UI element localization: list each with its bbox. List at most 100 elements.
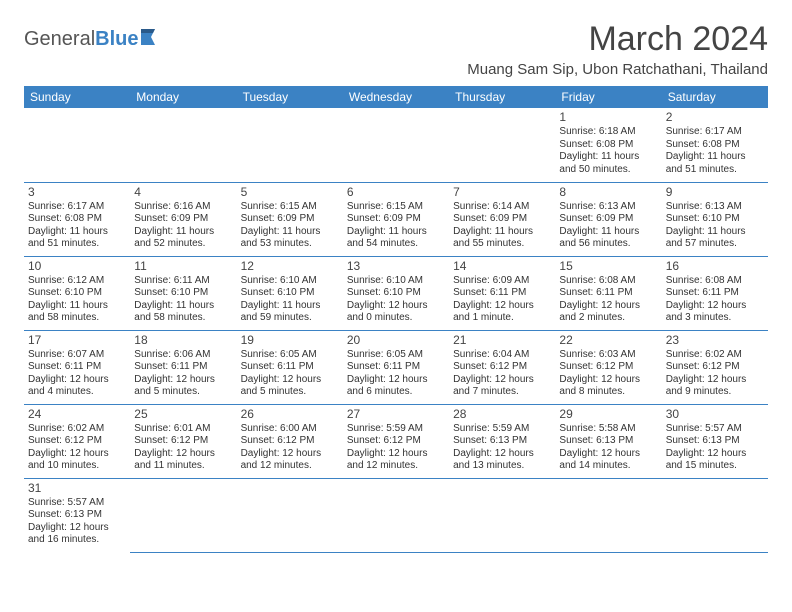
- calendar-week: 3Sunrise: 6:17 AMSunset: 6:08 PMDaylight…: [24, 182, 768, 256]
- day-number: 2: [666, 110, 764, 125]
- day-number: 4: [134, 185, 232, 200]
- sunset-line: Sunset: 6:13 PM: [559, 435, 657, 448]
- calendar-day-empty: [449, 478, 555, 552]
- sunrise-line: Sunrise: 5:59 AM: [347, 423, 445, 436]
- sunset-line: Sunset: 6:09 PM: [559, 213, 657, 226]
- location: Muang Sam Sip, Ubon Ratchathani, Thailan…: [467, 61, 768, 78]
- daylight-line: Daylight: 12 hours and 6 minutes.: [347, 374, 445, 399]
- day-number: 21: [453, 333, 551, 348]
- daylight-line: Daylight: 12 hours and 12 minutes.: [241, 448, 339, 473]
- sunset-line: Sunset: 6:12 PM: [134, 435, 232, 448]
- day-number: 3: [28, 185, 126, 200]
- sunrise-line: Sunrise: 6:04 AM: [453, 349, 551, 362]
- calendar-day: 19Sunrise: 6:05 AMSunset: 6:11 PMDayligh…: [237, 330, 343, 404]
- day-number: 29: [559, 407, 657, 422]
- daylight-line: Daylight: 11 hours and 55 minutes.: [453, 226, 551, 251]
- month-title: March 2024: [467, 20, 768, 59]
- sunset-line: Sunset: 6:12 PM: [241, 435, 339, 448]
- daylight-line: Daylight: 12 hours and 16 minutes.: [28, 522, 126, 547]
- sunset-line: Sunset: 6:11 PM: [28, 361, 126, 374]
- calendar-day: 4Sunrise: 6:16 AMSunset: 6:09 PMDaylight…: [130, 182, 236, 256]
- daylight-line: Daylight: 12 hours and 15 minutes.: [666, 448, 764, 473]
- day-number: 7: [453, 185, 551, 200]
- calendar-week: 31Sunrise: 5:57 AMSunset: 6:13 PMDayligh…: [24, 478, 768, 552]
- sunrise-line: Sunrise: 6:10 AM: [241, 275, 339, 288]
- sunset-line: Sunset: 6:11 PM: [347, 361, 445, 374]
- calendar-day: 12Sunrise: 6:10 AMSunset: 6:10 PMDayligh…: [237, 256, 343, 330]
- day-number: 13: [347, 259, 445, 274]
- daylight-line: Daylight: 12 hours and 4 minutes.: [28, 374, 126, 399]
- calendar-day: 13Sunrise: 6:10 AMSunset: 6:10 PMDayligh…: [343, 256, 449, 330]
- calendar-day: 3Sunrise: 6:17 AMSunset: 6:08 PMDaylight…: [24, 182, 130, 256]
- calendar-day: 11Sunrise: 6:11 AMSunset: 6:10 PMDayligh…: [130, 256, 236, 330]
- calendar-day: 14Sunrise: 6:09 AMSunset: 6:11 PMDayligh…: [449, 256, 555, 330]
- daylight-line: Daylight: 12 hours and 10 minutes.: [28, 448, 126, 473]
- calendar-day: 16Sunrise: 6:08 AMSunset: 6:11 PMDayligh…: [662, 256, 768, 330]
- day-number: 6: [347, 185, 445, 200]
- day-number: 15: [559, 259, 657, 274]
- daylight-line: Daylight: 11 hours and 50 minutes.: [559, 151, 657, 176]
- sunrise-line: Sunrise: 6:16 AM: [134, 201, 232, 214]
- daylight-line: Daylight: 11 hours and 59 minutes.: [241, 300, 339, 325]
- day-number: 5: [241, 185, 339, 200]
- sunrise-line: Sunrise: 6:06 AM: [134, 349, 232, 362]
- calendar-day: 26Sunrise: 6:00 AMSunset: 6:12 PMDayligh…: [237, 404, 343, 478]
- sunrise-line: Sunrise: 5:57 AM: [666, 423, 764, 436]
- sunset-line: Sunset: 6:08 PM: [28, 213, 126, 226]
- calendar-day-empty: [237, 478, 343, 552]
- sunrise-line: Sunrise: 6:01 AM: [134, 423, 232, 436]
- calendar-day: 15Sunrise: 6:08 AMSunset: 6:11 PMDayligh…: [555, 256, 661, 330]
- calendar-day-empty: [555, 478, 661, 552]
- day-number: 18: [134, 333, 232, 348]
- sunset-line: Sunset: 6:08 PM: [559, 139, 657, 152]
- sunset-line: Sunset: 6:09 PM: [241, 213, 339, 226]
- calendar-day: 6Sunrise: 6:15 AMSunset: 6:09 PMDaylight…: [343, 182, 449, 256]
- day-header: Friday: [555, 86, 661, 108]
- day-number: 10: [28, 259, 126, 274]
- daylight-line: Daylight: 11 hours and 56 minutes.: [559, 226, 657, 251]
- calendar-day-empty: [343, 478, 449, 552]
- calendar-table: SundayMondayTuesdayWednesdayThursdayFrid…: [24, 86, 768, 553]
- day-number: 1: [559, 110, 657, 125]
- sunset-line: Sunset: 6:13 PM: [666, 435, 764, 448]
- logo: GeneralBlue: [24, 20, 163, 51]
- calendar-day-empty: [130, 478, 236, 552]
- title-block: March 2024 Muang Sam Sip, Ubon Ratchatha…: [467, 20, 768, 78]
- day-number: 26: [241, 407, 339, 422]
- calendar-week: 10Sunrise: 6:12 AMSunset: 6:10 PMDayligh…: [24, 256, 768, 330]
- day-number: 27: [347, 407, 445, 422]
- sunrise-line: Sunrise: 6:15 AM: [241, 201, 339, 214]
- calendar-body: 1Sunrise: 6:18 AMSunset: 6:08 PMDaylight…: [24, 108, 768, 552]
- sunset-line: Sunset: 6:11 PM: [241, 361, 339, 374]
- day-number: 8: [559, 185, 657, 200]
- day-header-row: SundayMondayTuesdayWednesdayThursdayFrid…: [24, 86, 768, 108]
- daylight-line: Daylight: 11 hours and 53 minutes.: [241, 226, 339, 251]
- sunrise-line: Sunrise: 6:10 AM: [347, 275, 445, 288]
- day-number: 28: [453, 407, 551, 422]
- sunrise-line: Sunrise: 6:08 AM: [559, 275, 657, 288]
- sunset-line: Sunset: 6:13 PM: [453, 435, 551, 448]
- day-number: 12: [241, 259, 339, 274]
- daylight-line: Daylight: 11 hours and 58 minutes.: [134, 300, 232, 325]
- calendar-week: 1Sunrise: 6:18 AMSunset: 6:08 PMDaylight…: [24, 108, 768, 182]
- sunrise-line: Sunrise: 6:17 AM: [666, 126, 764, 139]
- daylight-line: Daylight: 12 hours and 11 minutes.: [134, 448, 232, 473]
- calendar-day: 22Sunrise: 6:03 AMSunset: 6:12 PMDayligh…: [555, 330, 661, 404]
- sunrise-line: Sunrise: 5:59 AM: [453, 423, 551, 436]
- sunrise-line: Sunrise: 6:07 AM: [28, 349, 126, 362]
- calendar-day-empty: [343, 108, 449, 182]
- sunrise-line: Sunrise: 6:00 AM: [241, 423, 339, 436]
- daylight-line: Daylight: 12 hours and 5 minutes.: [134, 374, 232, 399]
- header: GeneralBlue March 2024 Muang Sam Sip, Ub…: [24, 20, 768, 78]
- calendar-day: 31Sunrise: 5:57 AMSunset: 6:13 PMDayligh…: [24, 478, 130, 552]
- calendar-day-empty: [449, 108, 555, 182]
- sunrise-line: Sunrise: 6:03 AM: [559, 349, 657, 362]
- calendar-day-empty: [662, 478, 768, 552]
- day-number: 20: [347, 333, 445, 348]
- calendar-day: 5Sunrise: 6:15 AMSunset: 6:09 PMDaylight…: [237, 182, 343, 256]
- sunset-line: Sunset: 6:09 PM: [134, 213, 232, 226]
- sunset-line: Sunset: 6:10 PM: [666, 213, 764, 226]
- day-number: 17: [28, 333, 126, 348]
- daylight-line: Daylight: 12 hours and 13 minutes.: [453, 448, 551, 473]
- calendar-day: 21Sunrise: 6:04 AMSunset: 6:12 PMDayligh…: [449, 330, 555, 404]
